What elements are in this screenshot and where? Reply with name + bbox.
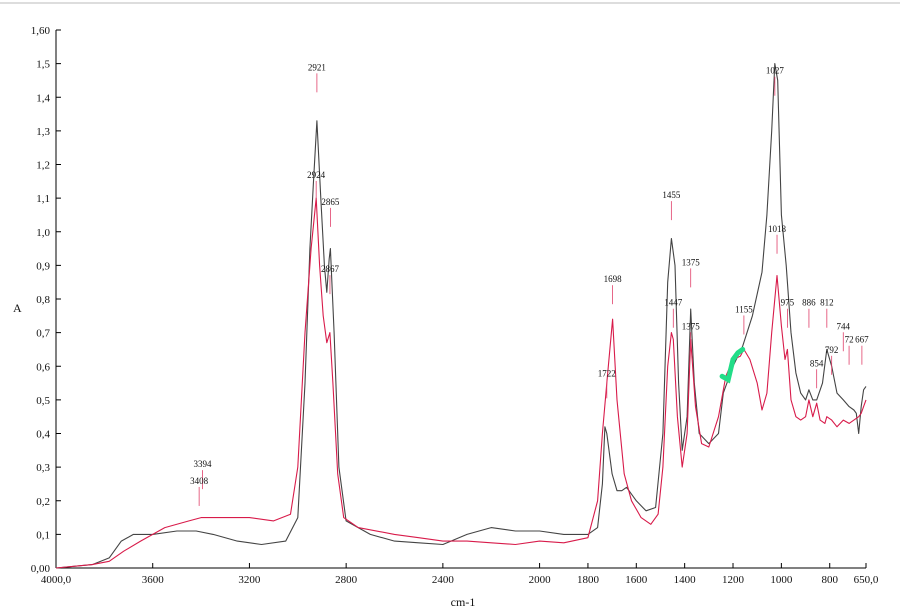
x-tick-label: 1000	[770, 574, 793, 586]
peak-label: 1698	[604, 274, 623, 284]
peak-label: 886	[802, 298, 816, 308]
spectrum-line-1	[55, 63, 867, 569]
peak-label: 72	[845, 335, 854, 345]
series-group	[55, 63, 867, 569]
x-tick-label: 1600	[625, 574, 648, 586]
peak-label: 3394	[194, 459, 213, 469]
y-tick-label: 0,6	[36, 361, 50, 373]
y-tick-label: 0,1	[36, 529, 50, 541]
x-tick-label: 1800	[577, 574, 600, 586]
highlight-mark	[719, 346, 746, 384]
y-tick-label: 0,3	[36, 462, 50, 474]
y-tick-label: 0,5	[36, 395, 50, 407]
y-tick-label: 1,5	[36, 59, 50, 71]
x-tick-label: 3600	[142, 574, 165, 586]
x-tick-label: 2400	[432, 574, 455, 586]
plot-frame	[55, 30, 866, 569]
y-tick-label: 0,9	[36, 260, 50, 272]
peak-label: 975	[781, 298, 795, 308]
peak-label: 3408	[190, 476, 209, 486]
y-tick-label: 1,3	[36, 126, 50, 138]
peak-label: 1018	[768, 224, 787, 234]
peak-annotations: 2921 2924 2865 2867 3394 3408 1698 1722 1455 1447…	[190, 62, 869, 506]
x-axis-title: cm-1	[451, 595, 476, 609]
x-axis-ticks: 4000,0 3600 3200 2800 2400 2000 1800 1600 1400 12…	[41, 563, 879, 586]
y-axis-ticks: 0,00 0,1 0,2 0,3 0,4 0,5 0,6 0,7 0,8 0,9 1,0 1,1 1,2…	[31, 25, 61, 575]
y-tick-label: 1,1	[36, 193, 50, 205]
x-tick-label: 1200	[722, 574, 745, 586]
peak-label: 2867	[321, 264, 340, 274]
peak-label: 854	[810, 358, 824, 368]
peak-label: 667	[855, 335, 869, 345]
peak-label: 2924	[307, 170, 326, 180]
peak-label: 812	[820, 298, 834, 308]
x-tick-label: 1400	[674, 574, 697, 586]
peak-label: 1375	[682, 321, 701, 331]
y-tick-label: 0,8	[36, 294, 50, 306]
x-tick-label: 650,0	[854, 574, 879, 586]
peak-label: 792	[825, 345, 839, 355]
peak-label: 1722	[598, 368, 616, 378]
peak-label: 2921	[308, 62, 326, 72]
spectrum-line-2	[55, 197, 867, 569]
y-tick-label: 0,4	[36, 429, 50, 441]
peak-label: 1027	[766, 66, 785, 76]
peak-label: 1447	[664, 298, 683, 308]
x-tick-label: 3200	[238, 574, 261, 586]
peak-label: 1375	[682, 257, 701, 267]
y-tick-label: 1,60	[31, 25, 51, 37]
y-tick-label: 0,2	[36, 496, 50, 508]
x-tick-label: 800	[821, 574, 838, 586]
y-tick-label: 1,0	[36, 227, 50, 239]
peak-label: 1455	[662, 190, 681, 200]
peak-label: 1155	[735, 304, 753, 314]
peak-label: 2865	[321, 197, 340, 207]
x-tick-label: 2000	[529, 574, 552, 586]
y-axis-title: A	[13, 301, 22, 315]
x-tick-label: 2800	[335, 574, 358, 586]
y-tick-label: 1,4	[36, 92, 50, 104]
peak-label: 744	[837, 321, 851, 331]
y-tick-label: 0,7	[36, 328, 50, 340]
y-tick-label: 1,2	[36, 160, 50, 172]
x-tick-label: 4000,0	[41, 574, 72, 586]
y-tick-label: 0,00	[31, 563, 51, 575]
